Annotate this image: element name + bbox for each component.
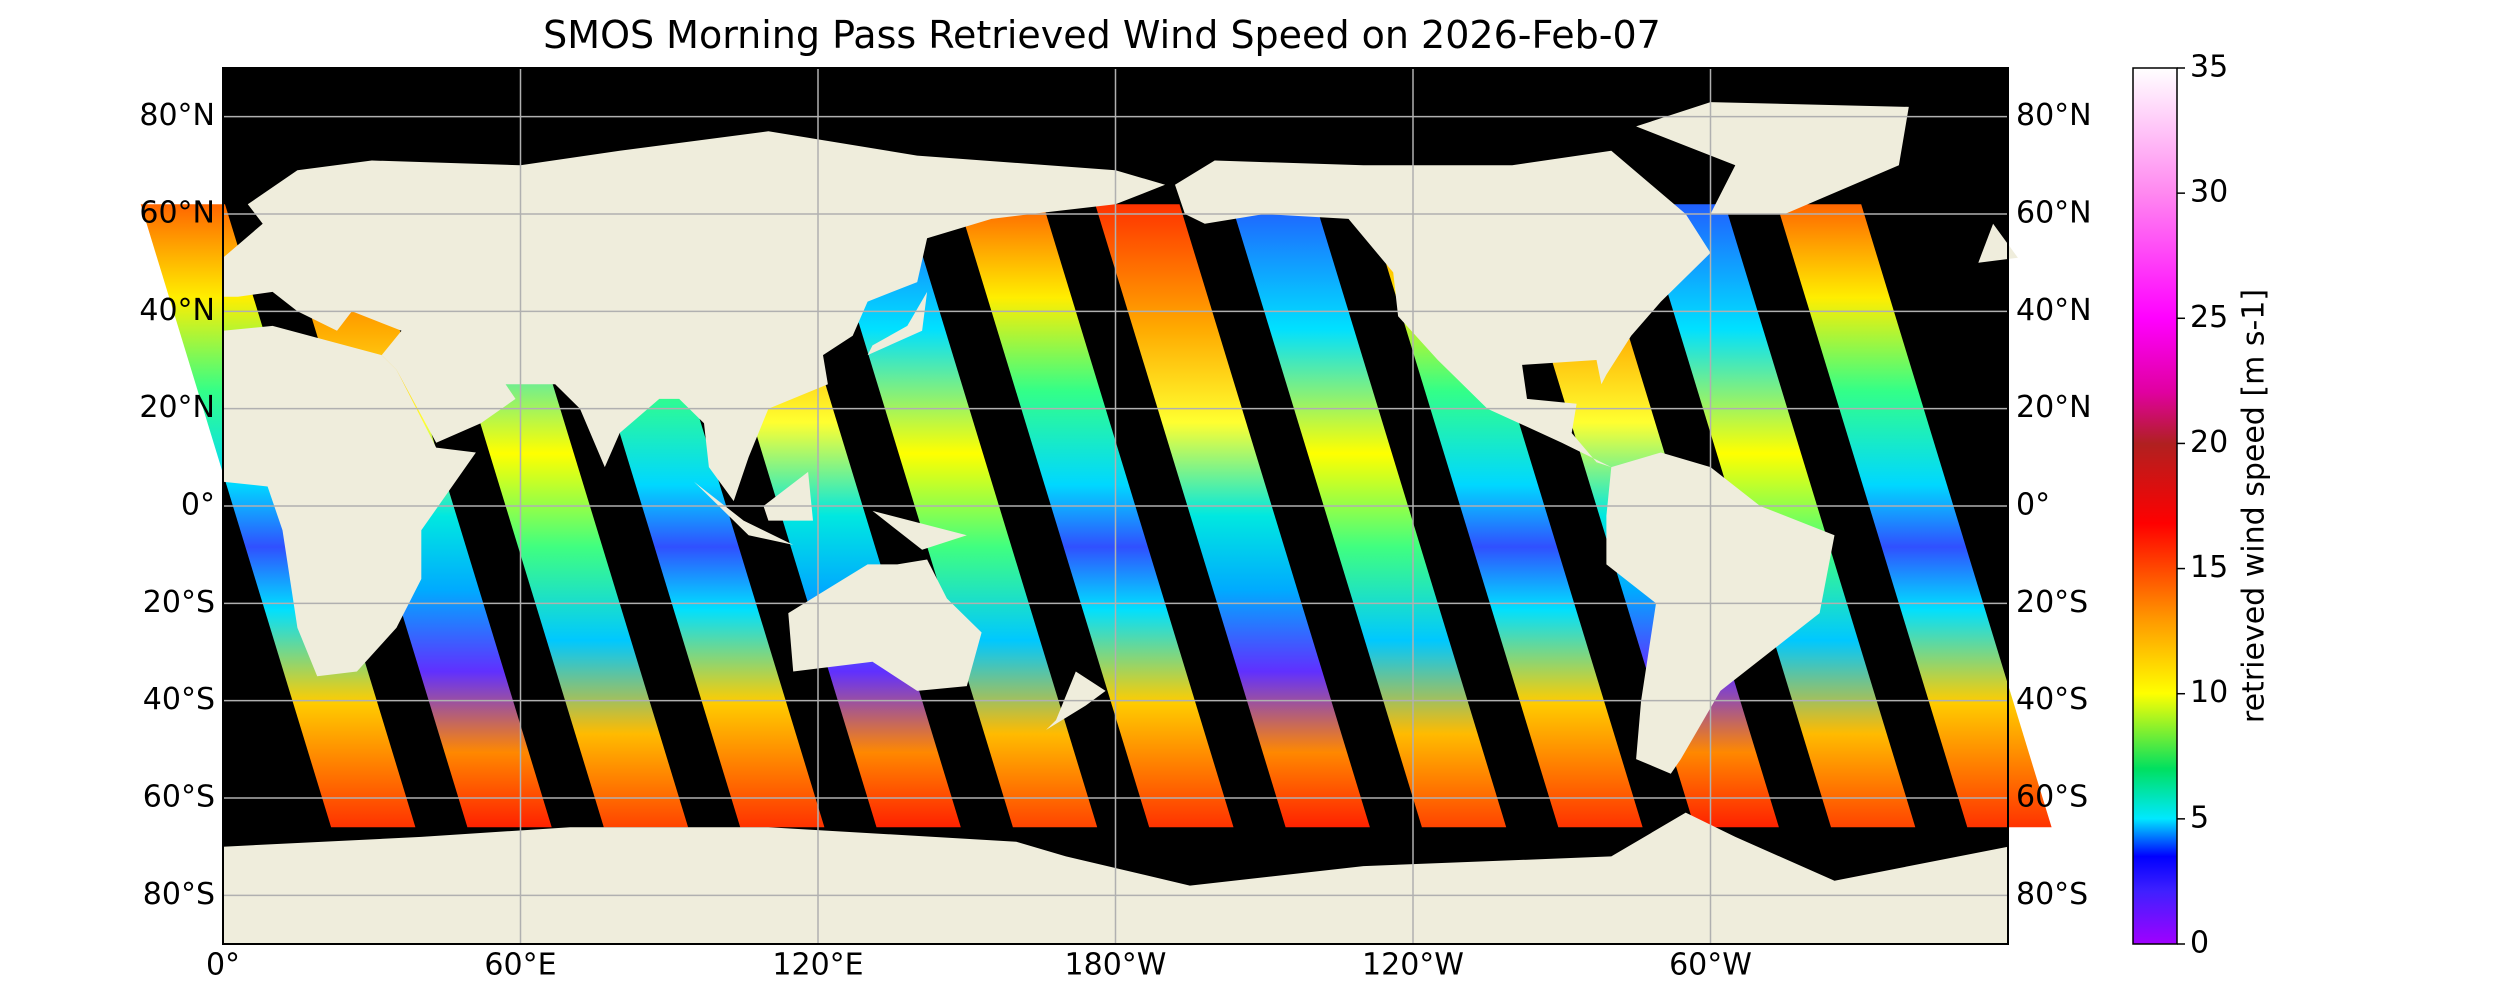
y-tick-label: 80°S: [143, 877, 215, 912]
y-tick-label-right: 40°N: [2016, 293, 2092, 328]
colorbar: [2132, 67, 2178, 945]
chart-title: SMOS Morning Pass Retrieved Wind Speed o…: [543, 13, 1661, 57]
colorbar-label: retrieved wind speed [m s-1]: [2237, 289, 2272, 723]
x-tick-label: 0°: [206, 948, 240, 983]
colorbar-tick-label: 30: [2190, 175, 2228, 210]
colorbar-tick-label: 5: [2190, 800, 2209, 835]
land-mass: [867, 291, 928, 356]
y-tick-label: 80°N: [139, 98, 215, 133]
x-tick-label: 120°W: [1362, 948, 1464, 983]
swath: [1231, 204, 1507, 828]
y-tick-label: 60°N: [139, 196, 215, 231]
land-mass: [788, 559, 982, 691]
x-tick-label: 120°E: [772, 948, 863, 983]
y-tick-label: 40°S: [143, 682, 215, 717]
land-mass: [872, 510, 967, 550]
x-tick-label: 60°E: [484, 948, 556, 983]
colorbar-tick-label: 15: [2190, 550, 2228, 585]
land-mass: [1636, 102, 1909, 214]
y-tick-label: 40°N: [139, 293, 215, 328]
y-tick-label-right: 20°S: [2016, 585, 2088, 620]
land-mass: [1606, 452, 1835, 774]
colorbar-tick-label: 0: [2190, 926, 2209, 961]
colorbar-tick-label: 10: [2190, 675, 2228, 710]
y-tick-label: 0°: [181, 488, 215, 523]
y-tick-label-right: 60°S: [2016, 780, 2088, 815]
colorbar-tick-label: 35: [2190, 50, 2228, 85]
y-tick-label-right: 0°: [2016, 488, 2050, 523]
x-tick-label: 60°W: [1669, 948, 1752, 983]
land: [223, 102, 2018, 944]
y-tick-label: 20°N: [139, 390, 215, 425]
swath: [1776, 204, 2052, 828]
x-tick-label: 180°W: [1065, 948, 1167, 983]
y-tick-label: 20°S: [143, 585, 215, 620]
y-tick-label-right: 20°N: [2016, 390, 2092, 425]
swath: [1095, 204, 1370, 828]
land-mass: [1175, 150, 1711, 468]
y-tick-label-right: 60°N: [2016, 196, 2092, 231]
y-tick-label-right: 80°N: [2016, 98, 2092, 133]
swath: [958, 204, 1234, 828]
swath: [1367, 204, 1643, 828]
colorbar-tick-label: 25: [2190, 300, 2228, 335]
land-mass: [763, 471, 813, 521]
map-frame: [222, 67, 2009, 945]
y-tick-label: 60°S: [143, 780, 215, 815]
colorbar-tick-label: 20: [2190, 425, 2228, 460]
land-mass: [223, 325, 476, 677]
y-tick-label-right: 80°S: [2016, 877, 2088, 912]
y-tick-label-right: 40°S: [2016, 682, 2088, 717]
swath: [822, 204, 1098, 828]
